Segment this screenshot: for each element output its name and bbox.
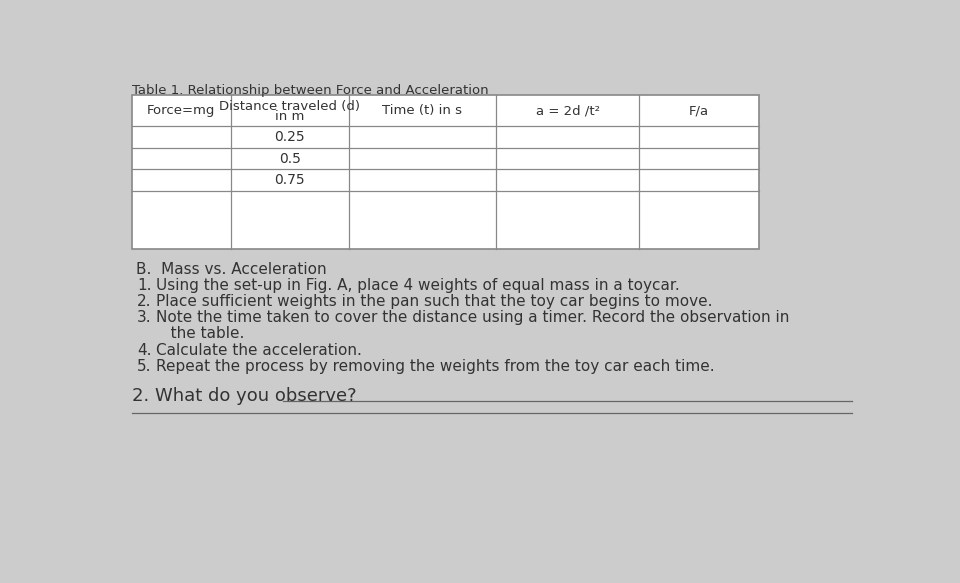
Text: the table.: the table. — [156, 326, 244, 342]
Text: 0.25: 0.25 — [275, 130, 305, 144]
Text: 0.75: 0.75 — [275, 173, 305, 187]
Text: F/a: F/a — [689, 104, 709, 117]
Text: B.  Mass vs. Acceleration: B. Mass vs. Acceleration — [135, 262, 326, 278]
Text: 3.: 3. — [137, 310, 152, 325]
Text: 4.: 4. — [137, 343, 152, 357]
Text: Force=mg: Force=mg — [147, 104, 215, 117]
Text: 2. What do you observe?: 2. What do you observe? — [132, 387, 362, 405]
Text: Table 1. Relationship between Force and Acceleration: Table 1. Relationship between Force and … — [132, 84, 489, 97]
Text: Using the set-up in Fig. A, place 4 weights of equal mass in a toycar.: Using the set-up in Fig. A, place 4 weig… — [156, 278, 680, 293]
Text: 2.: 2. — [137, 294, 152, 309]
Text: Place sufficient weights in the pan such that the toy car begins to move.: Place sufficient weights in the pan such… — [156, 294, 712, 309]
Text: Distance traveled (d): Distance traveled (d) — [219, 100, 360, 113]
Bar — [132, 96, 759, 248]
Text: Repeat the process by removing the weights from the toy car each time.: Repeat the process by removing the weigh… — [156, 359, 714, 374]
Text: in m: in m — [275, 110, 304, 124]
Text: 5.: 5. — [137, 359, 152, 374]
Text: 0.5: 0.5 — [278, 152, 300, 166]
Text: Calculate the acceleration.: Calculate the acceleration. — [156, 343, 362, 357]
Text: 1.: 1. — [137, 278, 152, 293]
Bar — [132, 96, 759, 248]
Text: Note the time taken to cover the distance using a timer. Record the observation : Note the time taken to cover the distanc… — [156, 310, 789, 325]
Text: a = 2d /t²: a = 2d /t² — [536, 104, 600, 117]
Text: Time (t) in s: Time (t) in s — [382, 104, 463, 117]
